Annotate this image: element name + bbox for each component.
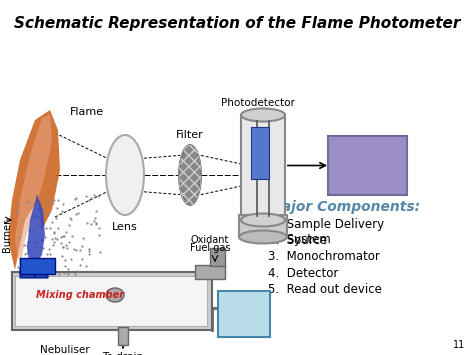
Text: 3.  Monochromator: 3. Monochromator	[268, 250, 380, 263]
Polygon shape	[15, 115, 52, 268]
FancyBboxPatch shape	[15, 276, 207, 326]
Polygon shape	[20, 258, 35, 278]
Ellipse shape	[239, 230, 287, 244]
FancyBboxPatch shape	[239, 215, 287, 237]
Text: Lens: Lens	[112, 222, 138, 232]
Text: 1.  Sample Delivery
     System: 1. Sample Delivery System	[268, 218, 384, 246]
FancyBboxPatch shape	[20, 258, 55, 274]
FancyBboxPatch shape	[195, 265, 225, 279]
Ellipse shape	[241, 213, 285, 226]
Polygon shape	[35, 258, 48, 278]
Text: 4.  Detector: 4. Detector	[268, 267, 338, 280]
Text: To drain: To drain	[102, 352, 144, 355]
Text: Nebuliser: Nebuliser	[40, 345, 90, 355]
Text: Major Components:: Major Components:	[268, 200, 420, 214]
FancyBboxPatch shape	[118, 327, 128, 345]
FancyBboxPatch shape	[328, 136, 407, 195]
Ellipse shape	[106, 135, 144, 215]
Text: Photodetector: Photodetector	[221, 98, 295, 108]
FancyBboxPatch shape	[251, 127, 269, 179]
Text: Analyte
solution: Analyte solution	[228, 304, 261, 324]
FancyBboxPatch shape	[218, 291, 270, 337]
Text: Mixing chamber: Mixing chamber	[36, 290, 124, 300]
Ellipse shape	[241, 109, 285, 121]
Text: Fuel gas: Fuel gas	[190, 243, 230, 253]
FancyBboxPatch shape	[241, 115, 285, 220]
Text: Burner: Burner	[2, 218, 12, 252]
Text: 5.  Read out device: 5. Read out device	[268, 283, 382, 296]
Text: Schematic Representation of the Flame Photometer: Schematic Representation of the Flame Ph…	[14, 16, 460, 31]
Polygon shape	[27, 195, 45, 268]
FancyBboxPatch shape	[210, 248, 225, 266]
Ellipse shape	[179, 145, 201, 205]
Text: Filter: Filter	[176, 130, 204, 140]
Text: 2.  Source: 2. Source	[268, 234, 327, 247]
Text: Flame: Flame	[70, 107, 104, 117]
Polygon shape	[8, 110, 60, 270]
FancyBboxPatch shape	[12, 272, 212, 330]
Text: Amplifier
and
Readout: Amplifier and Readout	[342, 149, 392, 182]
Text: Oxidant: Oxidant	[191, 235, 229, 245]
Ellipse shape	[106, 288, 124, 302]
Text: 11: 11	[453, 340, 465, 350]
